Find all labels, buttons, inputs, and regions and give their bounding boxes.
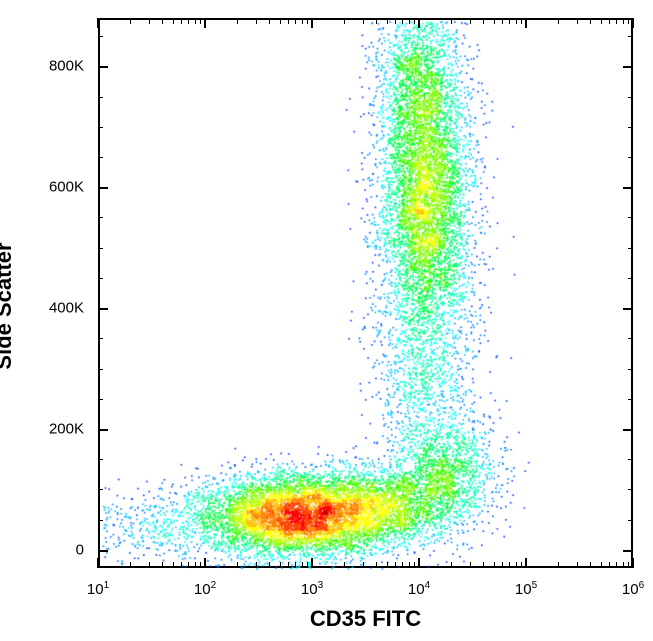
y-tick-label: 400K [49,300,84,317]
y-tick-label: 200K [49,420,84,437]
x-tick-label: 104 [408,580,430,598]
x-tick-label: 101 [87,580,109,598]
x-axis-label: CD35 FITC [98,606,633,632]
x-tick-label: 106 [622,580,644,598]
y-tick-label: 600K [49,179,84,196]
y-tick-label: 0 [76,541,84,558]
plot-area [98,18,633,568]
y-axis-label: Side Scatter [0,206,17,406]
x-tick-label: 105 [515,580,537,598]
scatter-canvas [100,20,635,570]
x-tick-label: 103 [301,580,323,598]
y-tick-label: 800K [49,58,84,75]
flow-cytometry-chart: Side Scatter CD35 FITC 0 200K 400K 600K 800K… [0,0,653,641]
x-tick-label: 102 [194,580,216,598]
